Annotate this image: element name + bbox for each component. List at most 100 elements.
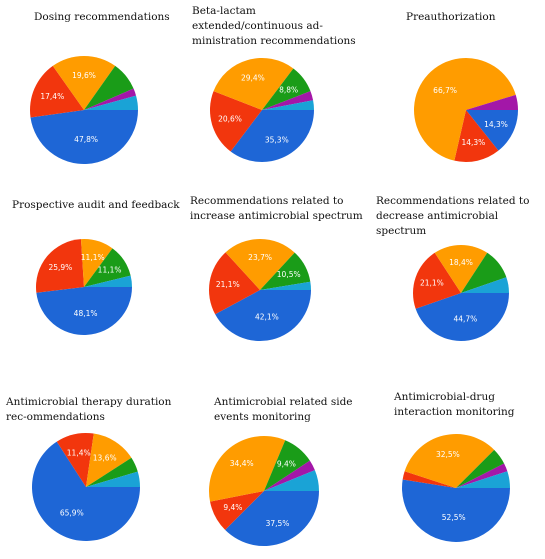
pie-slice	[86, 471, 140, 487]
pie-slice	[225, 491, 319, 546]
pie-slice	[230, 110, 314, 163]
slice-label: 44,7%	[453, 315, 477, 324]
pie-slice	[404, 434, 495, 488]
pie-title: Antimicrobial related side events monito…	[214, 396, 353, 423]
pie-slice	[264, 470, 319, 491]
pie-slice	[80, 238, 113, 287]
pie-slice	[84, 95, 138, 110]
slice-label: 8,8%	[279, 85, 298, 94]
slice-label: 47,8%	[74, 135, 98, 144]
pie-panel-7: Antimicrobial therapy duration rec-ommen…	[2, 376, 183, 559]
pie-title: Recommendations related to decrease anti…	[376, 195, 530, 237]
slice-label: 9,4%	[277, 459, 296, 468]
slice-label: 17,4%	[40, 92, 64, 101]
pie-slice	[208, 435, 286, 502]
slice-label: 11,4%	[67, 449, 91, 458]
pie-slice	[84, 248, 131, 287]
slice-label: 23,7%	[248, 253, 272, 262]
pie-slice	[86, 433, 132, 487]
pie-panel-2: Beta-lactam extended/continuous ad-minis…	[186, 5, 367, 193]
pie-slice	[415, 293, 509, 341]
slice-label: 52,5%	[442, 513, 466, 522]
pie-slice	[260, 281, 311, 290]
pie-slice	[86, 457, 138, 487]
pie-slice	[264, 460, 315, 491]
pie-slice	[262, 68, 311, 110]
pie-slice	[456, 463, 508, 488]
pie-slice	[208, 252, 260, 315]
pie-title: Prospective audit and feedback	[12, 199, 180, 211]
pie-slice	[30, 110, 138, 164]
pie-panel-8: Antimicrobial related side events monito…	[186, 376, 367, 559]
pie-title: Dosing recommendations	[34, 11, 170, 23]
pie-slice	[461, 277, 509, 293]
pie-slice	[413, 252, 461, 309]
pie-title: Antimicrobial therapy duration rec-ommen…	[6, 396, 172, 423]
pie-panel-1: Dosing recommendations 47,8% 17,4% 19,6%	[2, 10, 183, 193]
pie-chart: 44,7% 21,1% 18,4%	[413, 244, 509, 341]
pie-slice	[84, 275, 132, 287]
slice-label: 18,4%	[449, 258, 473, 267]
pie-slice	[456, 449, 505, 488]
pie-panel-9: Antimicrobial-drug interaction monitorin…	[370, 376, 545, 559]
pie-slice	[466, 94, 518, 110]
pie-chart: 35,3% 20,6% 29,4% 8,8%	[209, 57, 314, 163]
pie-slice	[56, 432, 94, 487]
pie-slice	[456, 471, 510, 488]
pie-slice	[84, 65, 134, 110]
pie-slice	[466, 110, 518, 151]
pie-title: Recommendations related to increase anti…	[190, 195, 363, 222]
pie-panel-3: Preauthorization 14,3% 14,3% 66,7%	[370, 10, 545, 193]
pie-slice	[36, 287, 133, 336]
pie-slice	[32, 441, 140, 542]
slice-label: 13,6%	[93, 453, 117, 462]
pie-slice	[260, 252, 311, 290]
slice-label: 35,3%	[265, 135, 289, 144]
pie-chart: 52,5% 32,5%	[402, 434, 510, 542]
pie-chart: 37,5% 9,4% 34,4% 9,4%	[208, 435, 319, 546]
slice-label: 25,9%	[48, 263, 72, 272]
slice-label: 34,4%	[230, 459, 254, 468]
slice-label: 14,3%	[484, 120, 508, 129]
pie-slice	[264, 440, 310, 491]
slice-label: 32,5%	[436, 450, 460, 459]
pie-slice	[402, 471, 456, 488]
slice-label: 66,7%	[433, 86, 457, 95]
pie-chart: 47,8% 17,4% 19,6%	[30, 56, 138, 164]
slice-label: 29,4%	[241, 74, 265, 83]
slice-label: 21,1%	[216, 280, 240, 289]
slice-label: 11,1%	[98, 266, 122, 275]
pie-slice	[213, 57, 294, 110]
pie-slice	[414, 58, 516, 161]
pie-chart: 65,9% 11,4%13,6%	[32, 432, 140, 542]
slice-label: 21,1%	[420, 279, 444, 288]
pie-slice	[52, 56, 116, 110]
pie-slice	[35, 239, 84, 293]
slice-label: 37,5%	[266, 519, 290, 528]
slice-label: 20,6%	[218, 115, 242, 124]
pie-slice	[210, 491, 264, 530]
pie-slice	[262, 91, 314, 110]
pie-slice	[84, 88, 137, 110]
pie-title: Preauthorization	[406, 11, 496, 23]
pie-slice	[402, 479, 510, 542]
slice-label: 42,1%	[255, 313, 279, 322]
slice-label: 10,5%	[277, 270, 301, 279]
pie-slice	[454, 110, 499, 163]
pie-slice	[209, 91, 262, 152]
slice-label: 48,1%	[74, 309, 98, 318]
pie-chart: 48,1% 25,9% 11,1% 11,1%	[35, 238, 133, 336]
pie-title: Antimicrobial-drug interaction monitorin…	[394, 391, 515, 418]
pie-panel-6: Recommendations related to decrease anti…	[370, 193, 545, 376]
pie-slice	[262, 100, 314, 110]
slice-label: 65,9%	[60, 509, 84, 518]
pie-panel-4: Prospective audit and feedback 48,1% 25,9%…	[2, 193, 183, 376]
pie-slice	[225, 238, 295, 290]
pie-slice	[461, 252, 507, 293]
slice-label: 11,1%	[81, 253, 105, 262]
pie-chart: 42,1% 21,1% 23,7% 10,5%	[208, 238, 311, 342]
slice-label: 9,4%	[223, 503, 242, 512]
pie-slice	[215, 290, 311, 342]
pie-panel-5: Recommendations related to increase anti…	[186, 193, 367, 376]
